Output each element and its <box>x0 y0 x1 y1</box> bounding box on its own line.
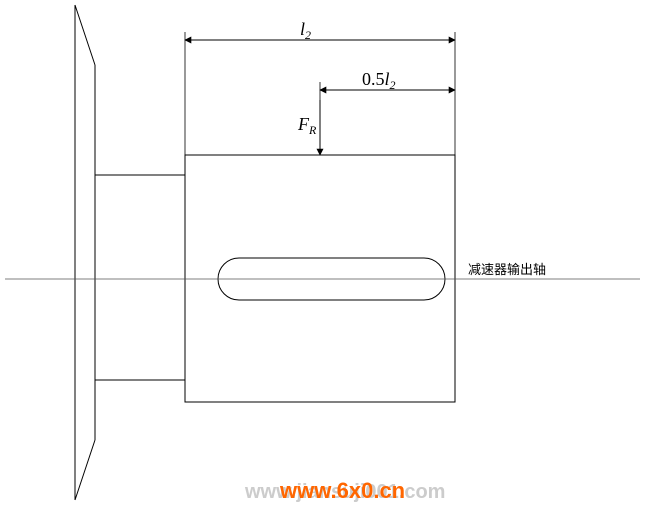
label-force: FR <box>297 114 317 137</box>
label-axis-cn: 减速器输出轴 <box>468 262 546 277</box>
watermark-front: www.6x0.cn <box>279 478 405 503</box>
chamfer-bot <box>75 440 95 500</box>
label-half-l2: 0.5l2 <box>362 69 396 92</box>
chamfer-top <box>75 5 95 65</box>
engineering-diagram: l2 0.5l2 FR 减速器输出轴 www.jiansuji001.com w… <box>0 0 650 520</box>
label-l2: l2 <box>300 19 311 42</box>
shaft-body <box>185 155 455 402</box>
